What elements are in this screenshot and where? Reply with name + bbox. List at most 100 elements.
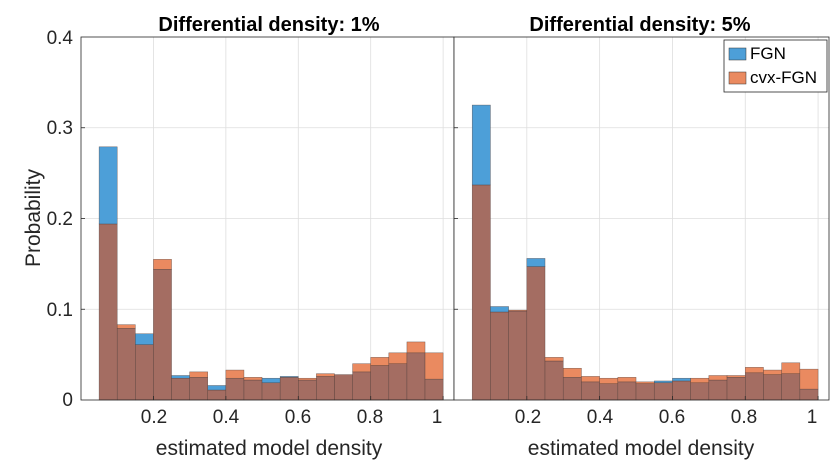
y-axis-label: Probability — [22, 168, 45, 267]
fgn-bar-excess — [171, 375, 190, 379]
bar-overlap — [599, 383, 619, 401]
cvx-fgn-bar-excess — [726, 375, 746, 378]
cvx-fgn-bar-excess — [781, 362, 801, 374]
cvx-fgn-bar-excess — [153, 259, 172, 270]
bar-overlap — [526, 266, 546, 401]
cvx-fgn-bar-excess — [562, 367, 582, 378]
y-tick-0.2: 0.2 — [47, 209, 73, 230]
p2-x-tick-0.2: 0.2 — [515, 407, 541, 428]
bar-overlap — [653, 382, 673, 401]
p2-x-tick-0.6: 0.6 — [659, 407, 685, 428]
p1-x-tick-1: 1 — [432, 407, 443, 428]
p1-x-tick-0.6: 0.6 — [285, 407, 311, 428]
cvx-fgn-bar-excess — [508, 309, 528, 312]
cvx-fgn-bar-excess — [225, 369, 245, 379]
p1-x-tick-0.8: 0.8 — [357, 407, 383, 428]
p1-x-tick-0.4: 0.4 — [213, 407, 240, 428]
bar-overlap — [316, 376, 335, 401]
bar-overlap — [490, 311, 509, 401]
cvx-fgn-bar-excess — [599, 377, 619, 384]
legend-swatch-cvx-fgn — [728, 71, 747, 85]
bar-overlap — [298, 379, 317, 401]
fgn-bar-excess — [672, 377, 691, 382]
cvx-fgn-bar-excess — [243, 377, 263, 381]
bar-overlap — [243, 379, 263, 401]
fgn-bar-excess — [261, 377, 281, 384]
cvx-fgn-bar-excess — [388, 352, 408, 364]
cvx-fgn-bar-excess — [352, 363, 371, 373]
bar-overlap — [153, 269, 172, 401]
bar-overlap — [635, 383, 655, 401]
fgn-bar-excess — [135, 333, 154, 345]
bar-overlap — [261, 382, 281, 401]
panel-1-grid — [81, 37, 454, 400]
cvx-fgn-bar-excess — [370, 357, 390, 366]
fgn-bar-excess — [98, 146, 118, 225]
bar-overlap — [617, 381, 637, 401]
bar-overlap — [690, 382, 710, 401]
bar-overlap — [424, 378, 444, 401]
bar-overlap — [708, 379, 728, 401]
bar-overlap — [352, 371, 371, 401]
legend-swatch-fgn — [728, 47, 747, 61]
panel-2-title: Differential density: 5% — [529, 14, 750, 36]
y-tick-0.4: 0.4 — [47, 28, 74, 49]
bar-overlap — [726, 377, 746, 401]
panel-1-title: Differential density: 1% — [158, 14, 379, 36]
panel-2-ticks — [454, 127, 819, 400]
bar-overlap — [98, 223, 118, 401]
panel-2-x-axis-label: estimated model density — [528, 437, 755, 460]
fgn-bar-excess — [207, 385, 227, 391]
bar-overlap — [388, 363, 408, 401]
cvx-fgn-bar-excess — [635, 381, 655, 384]
bar-overlap — [116, 328, 136, 401]
bar-overlap — [471, 184, 491, 401]
bar-overlap — [171, 377, 190, 401]
cvx-fgn-bar-excess — [298, 377, 317, 381]
legend-label-cvx-fgn: cvx-FGN — [750, 68, 817, 87]
cvx-fgn-bar-excess — [690, 377, 710, 384]
cvx-fgn-bar-excess — [424, 352, 444, 380]
fgn-bar-excess — [279, 376, 299, 378]
bar-overlap — [189, 377, 208, 401]
cvx-fgn-bar-excess — [617, 377, 637, 383]
panel-1-bars — [98, 146, 444, 401]
cvx-fgn-bar-excess — [316, 373, 335, 377]
bar-overlap — [581, 381, 600, 401]
bar-overlap — [225, 377, 245, 401]
bar-overlap — [207, 389, 227, 401]
bar-overlap — [781, 373, 801, 401]
y-tick-0.1: 0.1 — [47, 300, 73, 321]
cvx-fgn-bar-excess — [708, 375, 728, 381]
bar-overlap — [799, 388, 819, 401]
y-tick-0: 0 — [62, 390, 73, 411]
bar-overlap — [370, 365, 390, 401]
cvx-fgn-bar-excess — [581, 376, 600, 383]
y-tick-0.3: 0.3 — [47, 118, 73, 139]
cvx-fgn-bar-excess — [406, 341, 426, 354]
panel-differential-density-5pct: Differential density: 5% 0.2 0.4 0.6 0.8… — [453, 14, 830, 460]
panel-1-x-axis-label: estimated model density — [156, 437, 383, 460]
bar-overlap — [135, 344, 154, 401]
bar-overlap — [334, 374, 353, 401]
fgn-bar-excess — [653, 380, 673, 384]
p1-x-tick-0.2: 0.2 — [141, 407, 167, 428]
fgn-bar-excess — [526, 258, 546, 267]
bar-overlap — [745, 372, 764, 401]
legend-label-fgn: FGN — [750, 44, 786, 63]
p2-x-tick-1: 1 — [807, 407, 818, 428]
fgn-bar-excess — [490, 306, 509, 313]
cvx-fgn-bar-excess — [799, 368, 819, 390]
bar-overlap — [672, 380, 691, 401]
cvx-fgn-bar-excess — [763, 369, 782, 375]
panel-1-ticks — [81, 127, 444, 400]
legend: FGN cvx-FGN — [723, 39, 828, 93]
bar-overlap — [763, 374, 782, 401]
cvx-fgn-bar-excess — [189, 371, 208, 378]
cvx-fgn-bar-excess — [116, 324, 136, 329]
bar-overlap — [562, 377, 582, 401]
bar-overlap — [406, 352, 426, 401]
bar-overlap — [508, 310, 528, 401]
p2-x-tick-0.8: 0.8 — [731, 407, 757, 428]
